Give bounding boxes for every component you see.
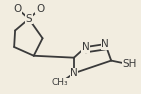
Text: SH: SH	[123, 60, 137, 69]
Text: O: O	[13, 4, 22, 14]
Text: O: O	[36, 4, 44, 14]
Text: S: S	[26, 14, 32, 24]
Text: CH₃: CH₃	[52, 78, 69, 87]
Text: N: N	[70, 68, 78, 78]
Text: N: N	[101, 39, 109, 49]
Text: N: N	[82, 42, 90, 52]
